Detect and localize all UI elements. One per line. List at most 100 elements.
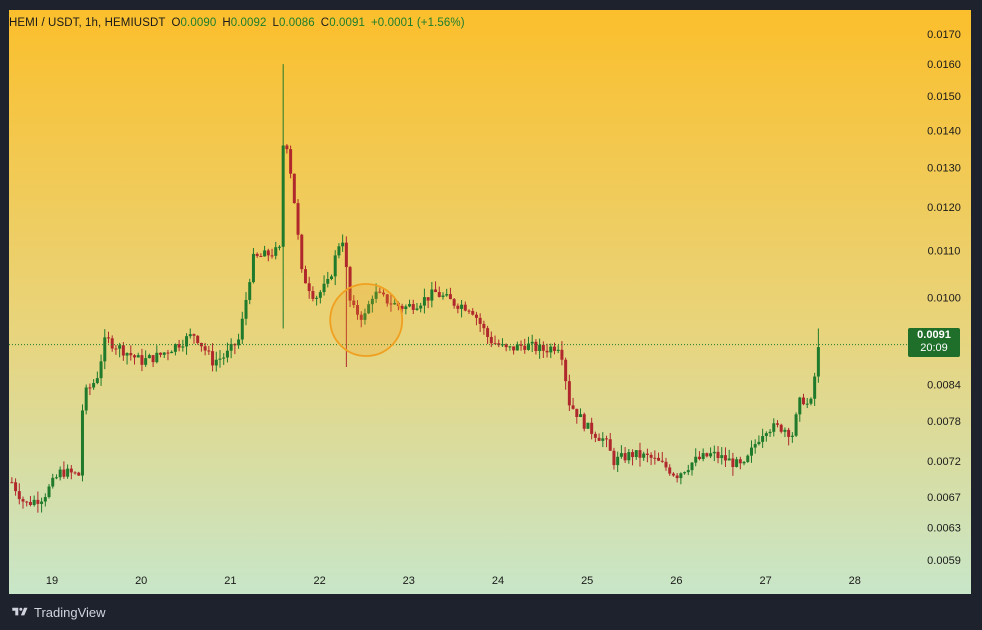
candle-body [211, 351, 215, 366]
change-value: +0.0001 (+1.56%) [370, 17, 465, 29]
candle-body [452, 299, 456, 306]
candle-body [69, 468, 73, 473]
candle-body [36, 499, 40, 504]
candle-body [731, 458, 735, 468]
price-tick-label: 0.0067 [927, 492, 961, 504]
candle-body [467, 310, 471, 312]
candle-body [738, 459, 742, 464]
candle-body [185, 336, 189, 347]
candle-body [716, 451, 720, 459]
candle-body [378, 291, 382, 293]
candle-body [571, 405, 575, 409]
candle-body [404, 306, 408, 310]
price-chart[interactable]: 0.0170 0.0160 0.0150 0.0140 0.0130 0.0120 0.01… [9, 10, 971, 594]
candle-body [783, 429, 787, 432]
candle-body [415, 308, 419, 310]
candle-body [62, 469, 66, 477]
chart-panel[interactable]: 0.0170 0.0160 0.0150 0.0140 0.0130 0.0120 0.01… [9, 10, 971, 594]
time-tick-label: 26 [670, 575, 682, 587]
candle-body [523, 345, 527, 350]
candle-body [170, 351, 174, 354]
candle-body [727, 458, 731, 461]
price-tick-label: 0.0120 [927, 202, 961, 214]
bar-countdown: 20:09 [920, 342, 948, 354]
candle-body [508, 346, 512, 348]
candle-body [307, 283, 311, 292]
candle-body [240, 318, 244, 340]
candle-body [162, 352, 166, 355]
highlight-circle-annotation[interactable] [329, 283, 404, 357]
candle-body [757, 441, 761, 445]
candle-body [489, 336, 493, 344]
candle-body [151, 355, 155, 363]
candle-body [285, 145, 289, 150]
candle-body [32, 499, 36, 505]
candle-body [813, 376, 817, 399]
price-axis[interactable]: 0.0170 0.0160 0.0150 0.0140 0.0130 0.0120 0.01… [927, 29, 961, 567]
candle-body [192, 334, 196, 336]
price-tick-label: 0.0140 [927, 126, 961, 138]
candle-body [411, 304, 415, 310]
last-price-value: 0.0091 [917, 329, 951, 341]
candle-body [266, 250, 270, 256]
candle-body [207, 350, 211, 352]
candle-body [805, 403, 809, 405]
candle-body [426, 297, 430, 301]
candle-body [478, 317, 482, 324]
candle-body [66, 468, 70, 477]
candle-body [315, 297, 319, 299]
candle-body [222, 357, 226, 359]
candle-body [263, 250, 267, 257]
candle-body [430, 289, 434, 301]
price-tick-label: 0.0063 [927, 522, 961, 534]
candle-body [159, 352, 163, 355]
candle-body [229, 343, 233, 351]
time-axis[interactable]: 19 20 21 22 23 24 25 26 27 28 [46, 575, 861, 587]
price-tick-label: 0.0084 [927, 379, 961, 391]
candle-body [775, 423, 779, 425]
candle-body [683, 472, 687, 474]
candle-body [296, 203, 300, 235]
candle-body [772, 423, 776, 432]
candle-body [526, 343, 530, 350]
tradingview-branding[interactable]: TradingView [10, 603, 106, 621]
candle-body [530, 341, 534, 344]
candle-body [422, 297, 426, 306]
time-tick-label: 27 [759, 575, 771, 587]
candle-body [110, 338, 114, 349]
candle-body [326, 279, 330, 284]
candle-body [582, 414, 586, 429]
candle-body [608, 439, 612, 451]
candle-body [400, 305, 404, 310]
open-value: 0.0090 [180, 17, 217, 29]
candle-body [382, 292, 386, 295]
candle-body [311, 291, 315, 299]
candle-body [742, 461, 746, 464]
candle-body [753, 444, 757, 448]
candle-body [504, 344, 508, 348]
candle-body [549, 346, 553, 353]
candle-body [318, 292, 322, 298]
candle-body [114, 348, 118, 350]
candle-body [690, 462, 694, 471]
candle-body [95, 378, 99, 384]
candle-body [448, 294, 452, 300]
time-tick-label: 24 [492, 575, 504, 587]
price-tick-label: 0.0110 [928, 245, 961, 257]
symbol-title: HEMI / USDT, 1h, HEMIUSDT [9, 17, 166, 29]
candle-body [787, 429, 791, 437]
candle-body [144, 358, 148, 365]
candle-body [129, 353, 133, 356]
overlays-layer [9, 283, 914, 357]
candle-body [47, 486, 51, 498]
candle-body [385, 294, 389, 304]
time-tick-label: 19 [46, 575, 58, 587]
candle-body [237, 339, 241, 346]
candle-body [292, 173, 296, 204]
candle-body [593, 433, 597, 438]
candle-body [99, 361, 103, 379]
candle-body [493, 343, 497, 345]
candle-body [657, 457, 661, 461]
candle-body [671, 473, 675, 476]
candle-body [686, 470, 690, 473]
